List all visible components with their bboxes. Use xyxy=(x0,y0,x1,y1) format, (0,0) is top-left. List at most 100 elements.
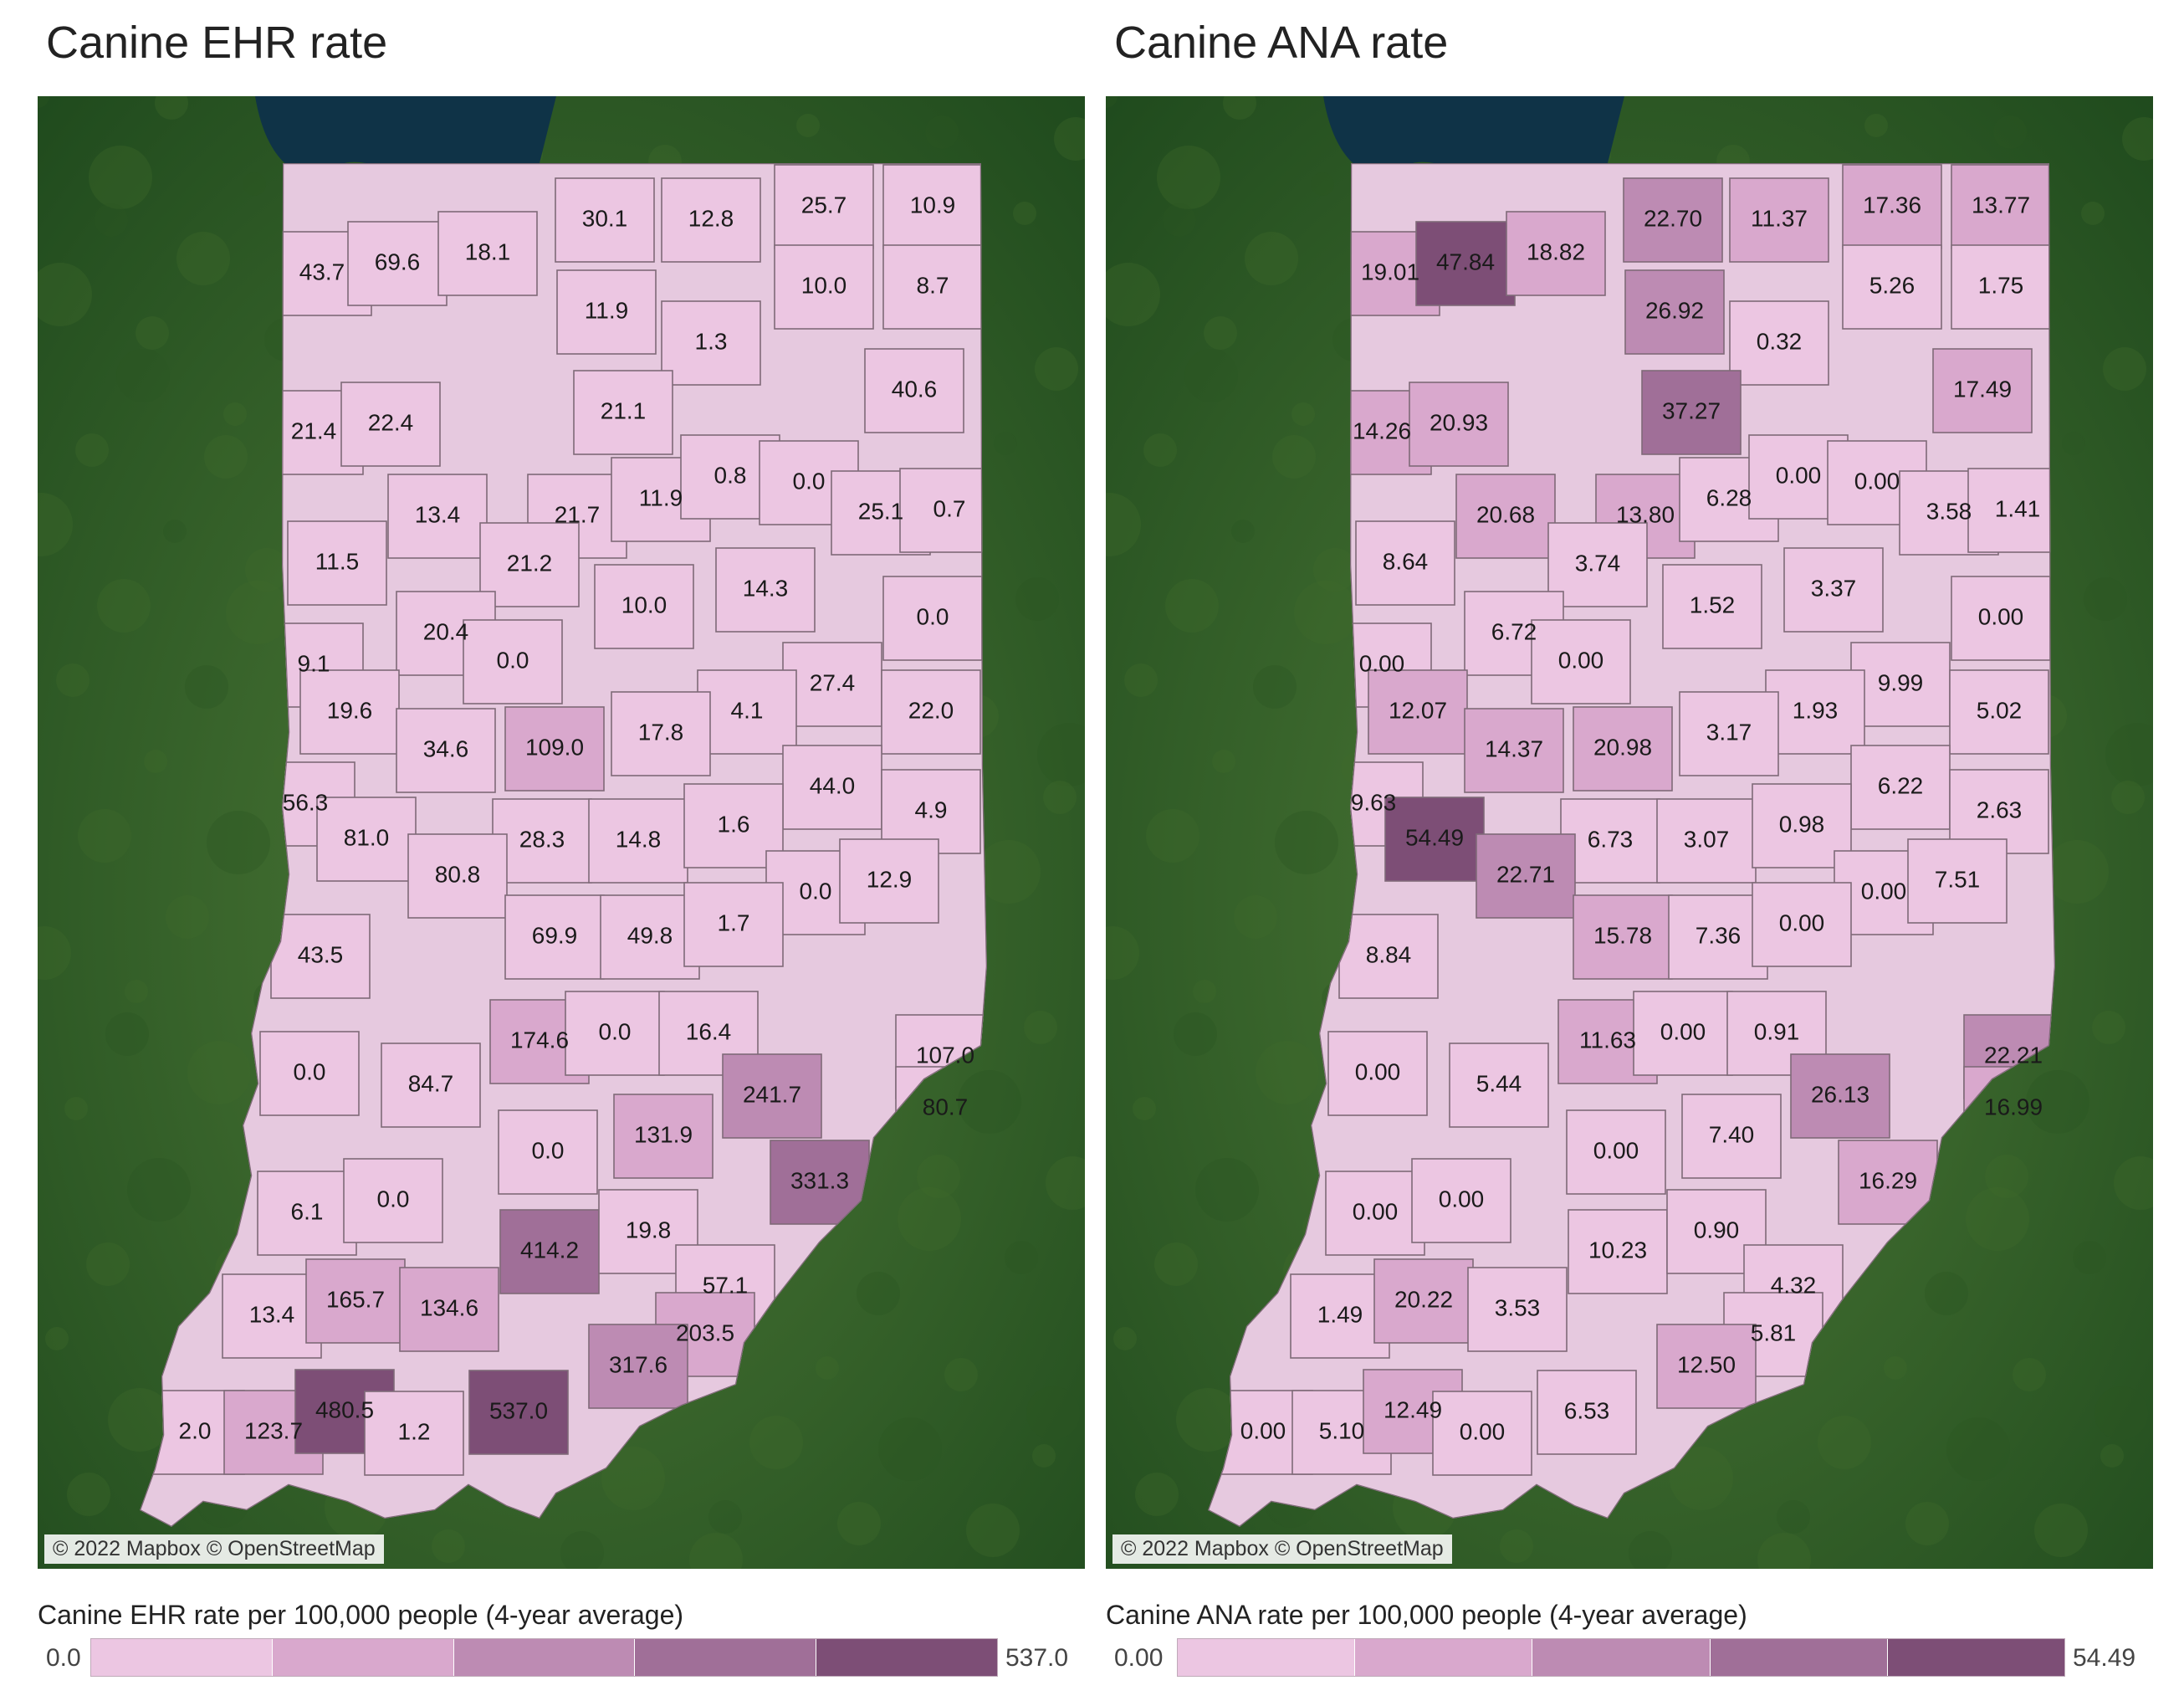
county-region[interactable] xyxy=(661,177,761,263)
county-region[interactable] xyxy=(1633,991,1733,1076)
county-region[interactable] xyxy=(1409,382,1509,467)
county-region[interactable] xyxy=(1907,838,2008,924)
county-region[interactable] xyxy=(1411,1158,1511,1243)
county-region[interactable] xyxy=(1679,691,1779,776)
county-region[interactable] xyxy=(1949,669,2049,755)
county-region[interactable] xyxy=(555,177,655,263)
county-region[interactable] xyxy=(613,1094,714,1179)
county-region[interactable] xyxy=(479,522,580,607)
county-region[interactable] xyxy=(1729,300,1829,386)
county-region[interactable] xyxy=(1842,164,1942,249)
county-region[interactable] xyxy=(381,1043,481,1128)
county-region[interactable] xyxy=(1765,669,1865,755)
county-region[interactable] xyxy=(396,708,496,793)
county-region[interactable] xyxy=(343,1158,443,1243)
county-region[interactable] xyxy=(1951,244,2051,330)
county-region[interactable] xyxy=(1752,882,1852,967)
county-region[interactable] xyxy=(782,745,882,830)
county-region[interactable] xyxy=(1355,520,1455,606)
county-region[interactable] xyxy=(347,221,448,306)
county-region[interactable] xyxy=(722,1053,822,1139)
county-region[interactable] xyxy=(715,547,816,633)
county-region[interactable] xyxy=(1641,370,1742,455)
county-region[interactable] xyxy=(407,833,508,919)
county-region[interactable] xyxy=(1573,894,1673,980)
county-region[interactable] xyxy=(882,244,983,330)
map-attribution[interactable]: © 2022 Mapbox © OpenStreetMap xyxy=(1112,1534,1452,1564)
county-region[interactable] xyxy=(1368,669,1468,755)
county-region[interactable] xyxy=(387,474,488,559)
county-region[interactable] xyxy=(316,797,417,882)
county-region[interactable] xyxy=(556,269,657,355)
county-region[interactable] xyxy=(222,1273,322,1359)
county-region[interactable] xyxy=(1467,1267,1568,1352)
county-region[interactable] xyxy=(257,1171,357,1256)
county-region[interactable] xyxy=(1506,211,1606,296)
county-region[interactable] xyxy=(1623,177,1723,263)
county-region[interactable] xyxy=(1790,1053,1890,1139)
county-region[interactable] xyxy=(1951,576,2051,661)
county-region[interactable] xyxy=(697,669,797,755)
county-region[interactable] xyxy=(683,882,784,967)
county-region[interactable] xyxy=(1476,833,1576,919)
county-region[interactable] xyxy=(1573,706,1673,792)
county-region[interactable] xyxy=(399,1267,499,1352)
county-region[interactable] xyxy=(600,894,700,980)
county-region[interactable] xyxy=(299,669,400,755)
county-region[interactable] xyxy=(1327,1031,1428,1116)
county-region[interactable] xyxy=(1415,221,1516,306)
county-region[interactable] xyxy=(1338,914,1439,999)
county-region[interactable] xyxy=(588,1324,688,1409)
county-region[interactable] xyxy=(774,244,874,330)
county-region[interactable] xyxy=(588,798,688,884)
county-region[interactable] xyxy=(1384,797,1485,882)
county-region[interactable] xyxy=(1624,269,1725,355)
county-region[interactable] xyxy=(1932,348,2033,433)
county-region[interactable] xyxy=(1783,547,1884,633)
county-region[interactable] xyxy=(1537,1370,1637,1455)
map-ana[interactable]: 19.01 47.84 18.82 22.70 11.37 17.36 13.77 26.92… xyxy=(1106,96,2153,1569)
county-region[interactable] xyxy=(1547,522,1648,607)
county-region[interactable] xyxy=(839,838,939,924)
county-region[interactable] xyxy=(1951,164,2051,249)
county-region[interactable] xyxy=(259,1031,360,1116)
county-region[interactable] xyxy=(881,669,981,755)
county-region[interactable] xyxy=(774,164,874,249)
county-region[interactable] xyxy=(1373,1258,1474,1344)
county-region[interactable] xyxy=(1662,564,1762,649)
county-region[interactable] xyxy=(1464,708,1564,793)
county-region[interactable] xyxy=(661,300,761,386)
county-region[interactable] xyxy=(1566,1109,1666,1195)
county-region[interactable] xyxy=(340,382,441,467)
county-region[interactable] xyxy=(565,991,665,1076)
county-region[interactable] xyxy=(364,1391,464,1476)
county-region[interactable] xyxy=(594,564,694,649)
county-region[interactable] xyxy=(468,1370,569,1455)
county-region[interactable] xyxy=(463,619,563,704)
county-region[interactable] xyxy=(1656,1324,1757,1409)
map-svg-ana[interactable]: 19.01 47.84 18.82 22.70 11.37 17.36 13.77 26.92… xyxy=(1106,96,2153,1569)
county-region[interactable] xyxy=(1850,642,1951,727)
county-region[interactable] xyxy=(1656,798,1757,884)
county-region[interactable] xyxy=(882,164,983,249)
county-region[interactable] xyxy=(1449,1043,1549,1128)
county-region[interactable] xyxy=(1681,1094,1782,1179)
county-region[interactable] xyxy=(611,691,711,776)
county-region[interactable] xyxy=(1432,1391,1532,1476)
county-region[interactable] xyxy=(573,370,673,455)
county-layer-ana[interactable] xyxy=(1208,163,2067,1527)
county-region[interactable] xyxy=(437,211,538,296)
county-region[interactable] xyxy=(1455,474,1556,559)
county-region[interactable] xyxy=(1568,1209,1668,1294)
county-region[interactable] xyxy=(504,706,605,792)
county-layer-ehr[interactable] xyxy=(140,163,999,1527)
county-region[interactable] xyxy=(1531,619,1631,704)
county-region[interactable] xyxy=(305,1258,406,1344)
county-region[interactable] xyxy=(1668,894,1768,980)
county-region[interactable] xyxy=(1842,244,1942,330)
county-region[interactable] xyxy=(1325,1171,1425,1256)
map-attribution[interactable]: © 2022 Mapbox © OpenStreetMap xyxy=(44,1534,384,1564)
county-region[interactable] xyxy=(1729,177,1829,263)
map-svg-ehr[interactable]: 43.7 69.6 18.1 30.1 12.8 25.7 10.9 11.9 10.0 8.7 1… xyxy=(38,96,1085,1569)
county-region[interactable] xyxy=(492,798,592,884)
